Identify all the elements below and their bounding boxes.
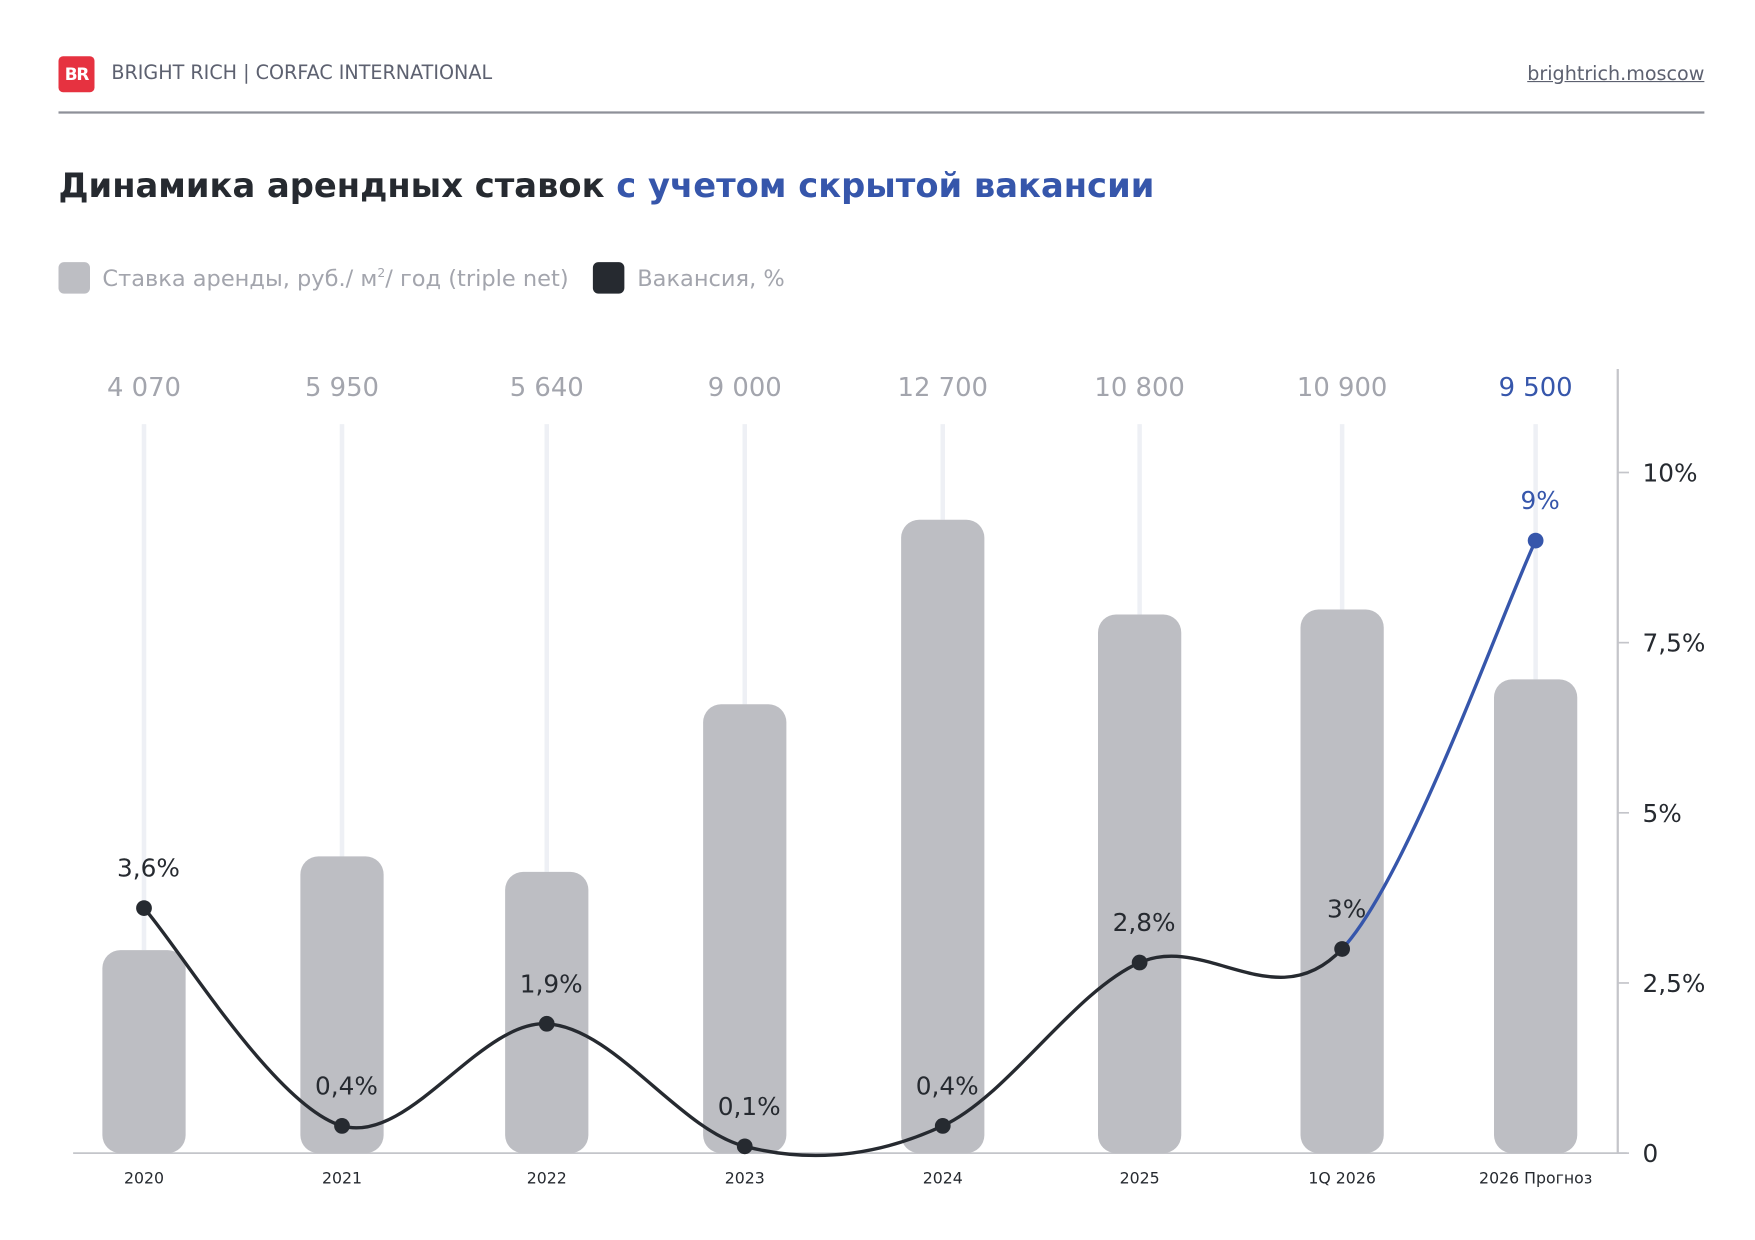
y2-tick-label: 2,5% bbox=[1643, 969, 1706, 998]
vacancy-label: 0,4% bbox=[315, 1071, 378, 1100]
vacancy-point bbox=[1527, 532, 1544, 549]
vacancy-label: 1,9% bbox=[520, 969, 583, 998]
rent-bar bbox=[300, 856, 384, 1154]
rent-bar bbox=[102, 950, 186, 1154]
rent-bar bbox=[1300, 609, 1384, 1154]
rent-bar bbox=[1098, 614, 1182, 1154]
rent-bar bbox=[901, 519, 985, 1154]
legend-item-vacancy: Вакансия, % bbox=[593, 262, 785, 294]
category-label: 1Q 2026 bbox=[1308, 1169, 1376, 1188]
vacancy-label: 0,1% bbox=[718, 1092, 781, 1121]
category-label: 2020 bbox=[124, 1169, 164, 1188]
rent-value-label: 10 800 bbox=[1094, 373, 1184, 403]
category-label: 2021 bbox=[322, 1169, 362, 1188]
legend: Ставка аренды, руб./ м2/ год (triple net… bbox=[58, 262, 810, 294]
rent-value-label: 9 000 bbox=[708, 373, 782, 403]
category-label: 2026 Прогноз bbox=[1479, 1169, 1592, 1188]
vacancy-point bbox=[1131, 954, 1148, 971]
category-label: 2024 bbox=[923, 1169, 963, 1188]
rent-value-label: 4 070 bbox=[107, 373, 181, 403]
vacancy-point bbox=[1334, 941, 1350, 957]
page-title: Динамика арендных ставок с учетом скрыто… bbox=[59, 167, 1155, 206]
rent-bar bbox=[703, 704, 787, 1154]
legend-swatch-vacancy bbox=[593, 262, 625, 294]
rent-value-label: 5 640 bbox=[510, 373, 584, 403]
vacancy-label: 3% bbox=[1327, 894, 1366, 923]
title-main: Динамика арендных ставок bbox=[58, 166, 605, 206]
vacancy-label: 0,4% bbox=[916, 1071, 979, 1100]
rent-value-label: 10 900 bbox=[1297, 373, 1387, 403]
vacancy-forecast-line bbox=[1340, 539, 1538, 951]
vacancy-point bbox=[136, 900, 152, 916]
vacancy-point bbox=[934, 1118, 951, 1134]
legend-swatch-rent bbox=[58, 262, 90, 294]
legend-item-rent: Ставка аренды, руб./ м2/ год (triple net… bbox=[58, 262, 569, 294]
brand-logo: BR bbox=[58, 56, 95, 93]
category-label: 2023 bbox=[725, 1169, 765, 1188]
header-divider bbox=[58, 111, 1705, 114]
legend-label-rent: Ставка аренды, руб./ м2/ год (triple net… bbox=[102, 264, 569, 292]
vacancy-point bbox=[736, 1138, 753, 1155]
category-label: 2025 bbox=[1120, 1169, 1160, 1188]
vacancy-label: 2,8% bbox=[1113, 908, 1176, 937]
y2-tick-label: 0 bbox=[1643, 1139, 1659, 1168]
vacancy-point bbox=[538, 1015, 555, 1032]
y2-tick-label: 7,5% bbox=[1643, 629, 1706, 658]
legend-label-vacancy: Вакансия, % bbox=[637, 264, 785, 292]
rent-value-label: 5 950 bbox=[305, 373, 379, 403]
title-accent: с учетом скрытой вакансии bbox=[616, 166, 1155, 206]
vacancy-point bbox=[334, 1118, 350, 1134]
y2-tick-label: 10% bbox=[1643, 459, 1698, 488]
site-link[interactable]: brightrich.moscow bbox=[1527, 63, 1705, 86]
vacancy-label: 9% bbox=[1520, 486, 1559, 515]
vacancy-label: 3,6% bbox=[117, 854, 180, 883]
brand-name: BRIGHT RICH | CORFAC INTERNATIONAL bbox=[111, 61, 493, 85]
y2-tick-label: 5% bbox=[1643, 799, 1682, 828]
category-label: 2022 bbox=[527, 1169, 567, 1188]
rent-value-label: 9 500 bbox=[1499, 373, 1573, 403]
rent-bar bbox=[1494, 679, 1578, 1154]
rent-bar bbox=[505, 871, 589, 1154]
rent-value-label: 12 700 bbox=[898, 373, 988, 403]
